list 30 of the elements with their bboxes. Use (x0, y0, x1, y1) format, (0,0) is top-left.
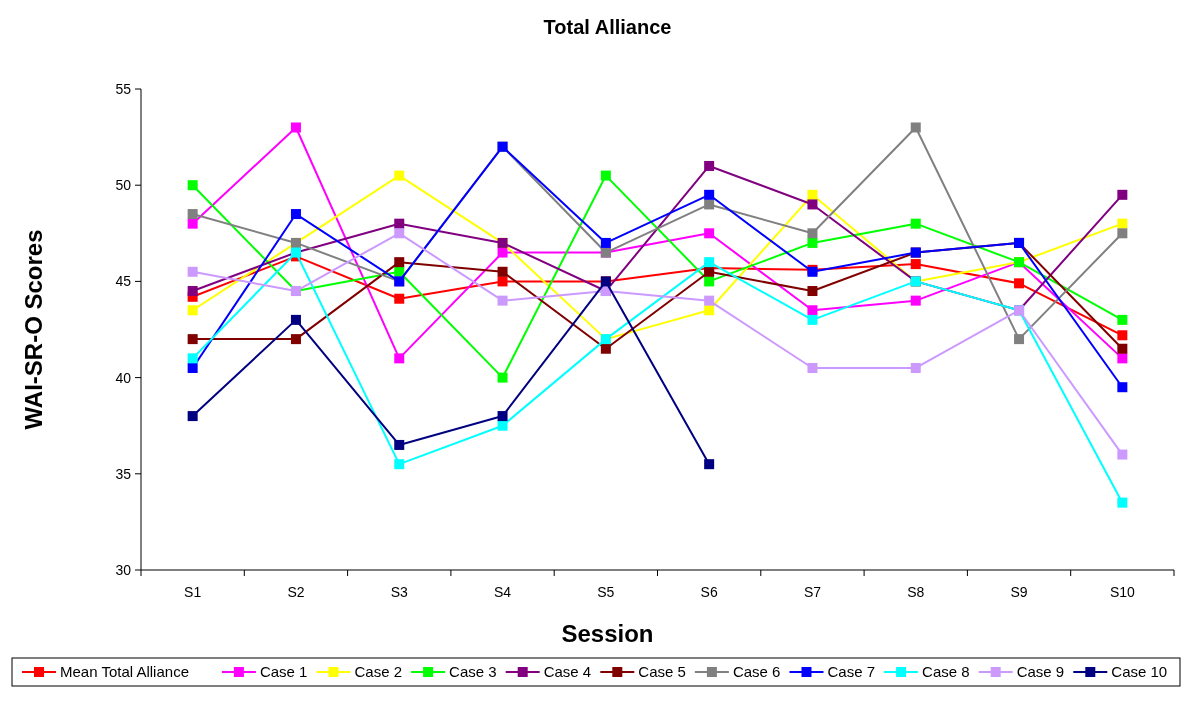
legend-label: Case 10 (1111, 663, 1168, 680)
x-tick-label: S2 (287, 584, 305, 600)
y-axis-title: WAI-SR-O Scores (20, 229, 47, 430)
y-tick-label: 45 (115, 273, 132, 290)
y-tick-label: 40 (115, 369, 132, 386)
y-tick-label: 35 (115, 465, 132, 482)
legend-label: Case 6 (732, 663, 781, 680)
legend-label: Case 4 (543, 663, 592, 680)
legend-label: Case 1 (259, 663, 308, 680)
legend-label: Case 7 (827, 663, 876, 680)
legend-label: Case 2 (354, 663, 403, 680)
legend-label: Mean Total Alliance (60, 663, 189, 680)
chart-title: Total Alliance (543, 16, 672, 38)
x-tick-label: S7 (803, 584, 822, 600)
y-tick-label: 30 (115, 562, 132, 578)
x-tick-label: S1 (184, 584, 202, 600)
x-tick-label: S3 (390, 584, 409, 600)
legend-label: Case 5 (638, 663, 686, 680)
y-tick-label: 50 (115, 177, 132, 194)
x-tick-label: S4 (493, 584, 512, 600)
x-tick-label: S6 (700, 584, 718, 600)
x-tick-label: S5 (597, 584, 615, 600)
y-tick-label: 55 (115, 81, 132, 97)
x-tick-label: S10 (1109, 584, 1136, 600)
legend-label: Case 8 (922, 663, 970, 680)
x-axis-title: Session (561, 620, 654, 647)
x-tick-label: S8 (907, 584, 925, 600)
legend-label: Case 9 (1016, 663, 1065, 680)
legend-label: Case 3 (449, 663, 497, 680)
x-tick-label: S9 (1010, 584, 1028, 600)
